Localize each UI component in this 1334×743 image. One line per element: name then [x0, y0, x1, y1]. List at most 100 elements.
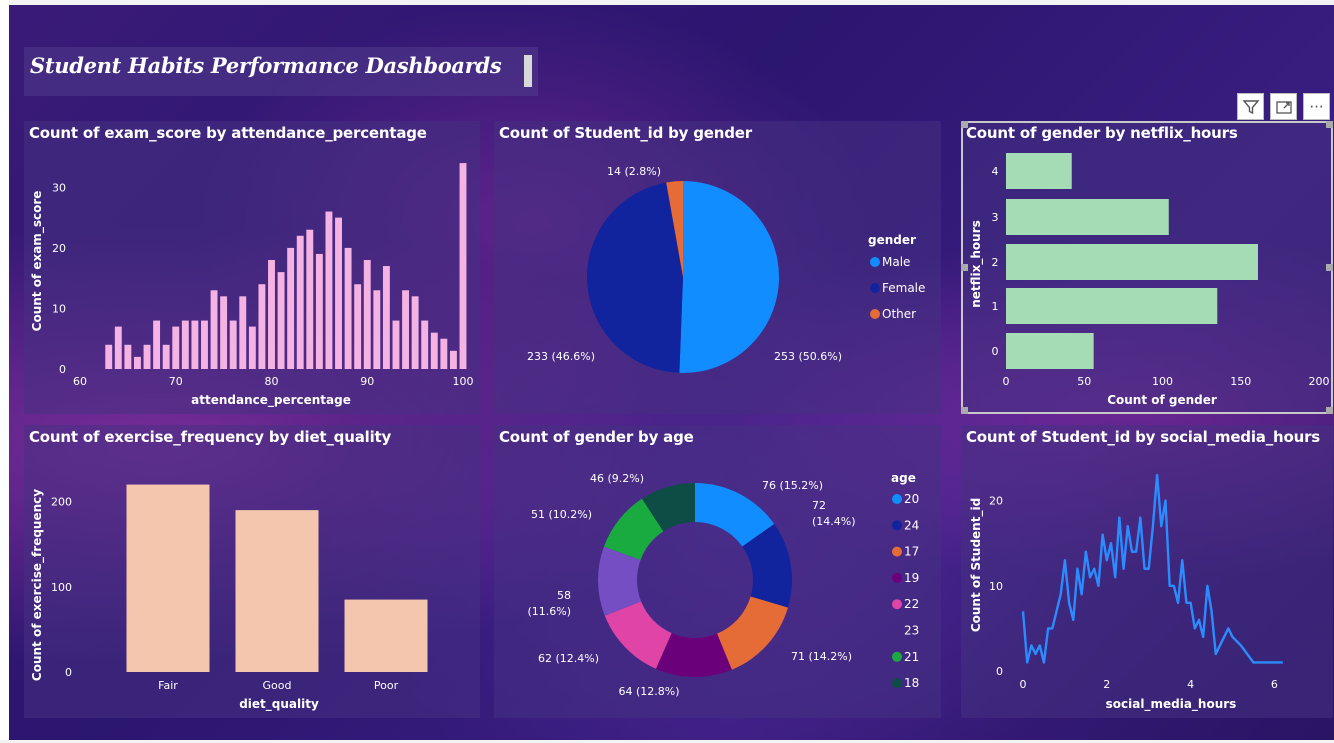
dashboard-title-box: Student Habits Performance Dashboards [24, 47, 538, 96]
resize-handle-ml[interactable] [961, 264, 968, 271]
age-legend-marker [892, 678, 902, 689]
diet-bar [126, 484, 210, 672]
attendance-bar [105, 344, 113, 369]
social-xlabel: social_media_hours [1106, 697, 1237, 712]
gender-pie-panel[interactable]: Count of Student_id by gender gender 253… [494, 121, 941, 414]
age-data-label: 64 (12.8%) [618, 685, 679, 698]
gender-pie-title: Count of Student_id by gender [499, 124, 752, 142]
diet-x-tick: Fair [158, 679, 178, 692]
attendance-bar [373, 290, 381, 369]
attendance-chart-title: Count of exam_score by attendance_percen… [29, 124, 427, 142]
age-data-label: (11.6%) [527, 605, 571, 618]
social-series-line [1021, 473, 1283, 664]
diet-bar [235, 510, 319, 672]
age-legend-label: 18 [904, 676, 919, 690]
social-x-tick: 0 [1020, 678, 1027, 691]
attendance-bar [277, 272, 285, 369]
social-chart-panel[interactable]: Count of Student_id by social_media_hour… [961, 425, 1333, 718]
age-legend-label: 17 [904, 545, 919, 559]
resize-handle-tr[interactable] [1326, 121, 1333, 128]
attendance-chart-panel[interactable]: Count of exam_score by attendance_percen… [24, 121, 480, 414]
social-ylabel: Count of Student_id [969, 498, 984, 632]
attendance-x-tick: 90 [360, 375, 374, 388]
filter-icon[interactable] [1237, 93, 1264, 120]
gender-slice-other [666, 181, 683, 277]
resize-handle-mr[interactable] [1326, 264, 1333, 271]
diet-x-tick: Good [263, 679, 292, 692]
age-data-label: 58 [557, 589, 571, 602]
resize-handle-br[interactable] [1326, 407, 1333, 414]
resize-handle-bl[interactable] [961, 407, 968, 414]
netflix-bar [1006, 288, 1218, 324]
resize-handle-tl[interactable] [961, 121, 968, 128]
diet-ylabel: Count of exercise_frequency [30, 489, 45, 681]
social-x-tick: 6 [1271, 678, 1278, 691]
top-window-strip [0, 0, 1334, 5]
age-donut-svg: age 76 (15.2%) 72 (14.4%) 71 (14.2%) 64 (12.… [527, 471, 919, 698]
age-data-label: 62 (12.4%) [538, 652, 599, 665]
gender-legend-marker [870, 283, 880, 293]
attendance-bar [382, 266, 390, 369]
attendance-bar [287, 247, 295, 369]
age-legend-label: 19 [904, 571, 919, 585]
netflix-x-tick: 200 [1309, 375, 1330, 388]
attendance-bar [191, 320, 199, 369]
netflix-y-tick: 3 [992, 211, 999, 224]
netflix-xlabel: Count of gender [1107, 393, 1217, 407]
attendance-chart-svg: Count of exam_score attendance_percentag… [30, 163, 474, 408]
age-legend-marker [892, 599, 902, 610]
netflix-bar [1006, 244, 1258, 280]
diet-chart-svg: Count of exercise_frequency diet_quality… [30, 484, 428, 712]
more-options-icon[interactable]: ··· [1303, 93, 1330, 120]
age-legend-label: 20 [904, 492, 919, 506]
age-data-label: (14.4%) [812, 515, 856, 528]
netflix-y-tick: 2 [992, 256, 999, 269]
attendance-x-tick: 70 [169, 375, 183, 388]
diet-xlabel: diet_quality [239, 697, 319, 712]
diet-y-tick: 100 [51, 581, 72, 594]
attendance-bar [201, 320, 208, 369]
attendance-bar [402, 290, 409, 369]
attendance-bar [306, 229, 314, 369]
left-window-strip [0, 0, 9, 743]
age-slice-23 [598, 546, 642, 616]
age-legend-marker [892, 494, 902, 504]
more-options-label: ··· [1309, 97, 1324, 116]
netflix-bar [1006, 199, 1169, 235]
age-slice-17 [717, 596, 788, 670]
netflix-bar [1006, 333, 1094, 369]
attendance-ylabel: Count of exam_score [30, 191, 45, 332]
gender-legend-label: Other [882, 307, 916, 321]
netflix-chart-panel[interactable]: Count of gender by netflix_hours netflix… [961, 121, 1333, 414]
focus-mode-icon[interactable] [1270, 93, 1297, 120]
attendance-bar [315, 253, 323, 369]
attendance-bar [459, 163, 467, 369]
attendance-bar [220, 296, 228, 369]
age-data-label: 46 (9.2%) [590, 472, 644, 485]
age-donut-panel[interactable]: Count of gender by age age 76 (15.2%) 72 (… [494, 425, 941, 718]
social-chart-title: Count of Student_id by social_media_hour… [966, 428, 1320, 446]
netflix-ylabel: netflix_hours [969, 220, 984, 308]
netflix-selection-border [961, 121, 1333, 414]
attendance-bar [172, 326, 180, 369]
diet-chart-panel[interactable]: Count of exercise_frequency by diet_qual… [24, 425, 480, 718]
attendance-xlabel: attendance_percentage [191, 393, 351, 408]
netflix-x-tick: 150 [1230, 375, 1251, 388]
netflix-bar [1006, 153, 1072, 189]
attendance-bar [248, 326, 256, 369]
age-legend-label: 24 [904, 518, 919, 532]
age-slice-18 [641, 483, 695, 532]
age-data-label: 51 (10.2%) [531, 508, 592, 521]
netflix-x-tick: 0 [1003, 375, 1010, 388]
title-accent-bar [524, 55, 532, 87]
age-legend-label: 21 [904, 650, 919, 664]
attendance-x-tick: 100 [453, 375, 474, 388]
gender-data-label: 233 (46.6%) [527, 350, 595, 363]
gender-data-label: 253 (50.6%) [774, 350, 842, 363]
age-donut-title: Count of gender by age [499, 428, 694, 446]
social-chart-svg: Count of Student_id social_media_hours 0… [969, 473, 1283, 712]
age-slice-22 [604, 601, 672, 669]
attendance-bar [363, 260, 371, 369]
social-y-tick: 10 [989, 580, 1003, 593]
